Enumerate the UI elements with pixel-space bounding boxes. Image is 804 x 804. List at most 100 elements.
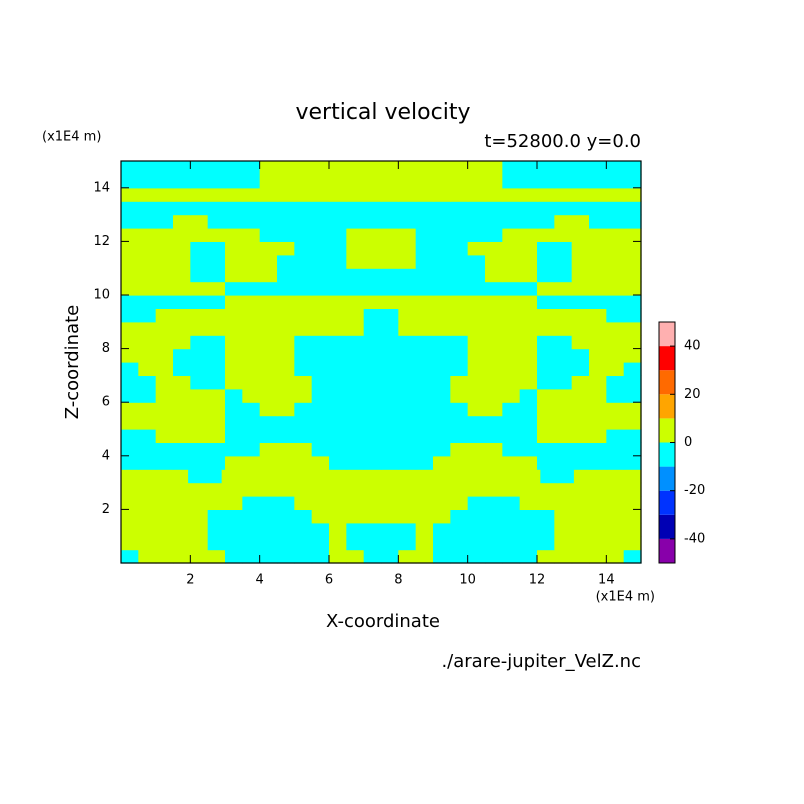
contour-cell: [537, 174, 555, 189]
contour-cell: [277, 228, 295, 242]
contour-cell: [606, 536, 625, 551]
contour-cell: [121, 241, 139, 256]
contour-cell: [537, 201, 555, 216]
contour-cell: [450, 201, 469, 216]
contour-cell: [190, 281, 209, 296]
contour-cell: [173, 415, 191, 430]
contour-cell: [155, 402, 174, 417]
contour-cell: [589, 455, 607, 470]
colorbar-band: [659, 490, 675, 515]
contour-cell: [363, 429, 382, 443]
contour-cell: [502, 496, 521, 510]
contour-cell: [589, 241, 607, 256]
contour-cell: [225, 536, 243, 551]
contour-cell: [606, 455, 625, 470]
contour-cell: [554, 362, 573, 376]
contour-cell: [606, 308, 625, 323]
contour-cell: [363, 496, 382, 510]
x-tick-label: 4: [256, 573, 264, 588]
contour-cell: [277, 442, 295, 457]
contour-cell: [554, 321, 573, 336]
contour-cell: [485, 549, 503, 564]
contour-cell: [623, 321, 642, 336]
contour-cell: [485, 442, 503, 457]
contour-cell: [311, 522, 330, 537]
contour-cell: [415, 402, 434, 417]
contour-cell: [623, 496, 642, 510]
contour-cell: [173, 388, 191, 403]
contour-cell: [607, 469, 625, 484]
contour-cell: [346, 522, 365, 537]
contour-cell: [173, 295, 191, 309]
contour-cell: [433, 187, 451, 202]
contour-cell: [207, 522, 226, 537]
contour-cell: [537, 295, 555, 309]
contour-cell: [589, 375, 607, 390]
contour-cell: [346, 174, 365, 189]
contour-cell: [433, 174, 451, 189]
contour-cell: [259, 308, 278, 323]
contour-cell: [381, 482, 399, 497]
contour-cell: [311, 388, 330, 403]
contour-cell: [467, 281, 486, 296]
contour-cell: [554, 455, 573, 470]
colorbar-band: [659, 322, 675, 347]
colorbar-tick-label: 0: [684, 435, 692, 450]
contour-cell: [242, 308, 261, 323]
contour-cell: [485, 388, 503, 403]
contour-cell: [277, 241, 295, 256]
contour-cell: [155, 174, 174, 189]
contour-cell: [554, 442, 573, 457]
contour-cell: [467, 308, 486, 323]
contour-cell: [121, 482, 139, 497]
contour-cell: [415, 281, 434, 296]
contour-cell: [242, 455, 261, 470]
contour-cell: [537, 522, 555, 537]
contour-cell: [242, 388, 261, 403]
contour-cell: [225, 362, 243, 376]
contour-cell: [381, 187, 399, 202]
contour-cell: [121, 522, 139, 537]
contour-cell: [502, 536, 521, 551]
contour-cell: [346, 362, 365, 376]
contour-cell: [363, 241, 382, 256]
contour-cell: [415, 228, 434, 242]
contour-cell: [398, 214, 417, 229]
contour-cell: [571, 442, 590, 457]
contour-cell: [346, 388, 365, 403]
contour-cell: [623, 161, 642, 175]
contour-cell: [537, 375, 555, 390]
contour-cell: [329, 228, 347, 242]
contour-cell: [502, 321, 521, 336]
contour-cell: [225, 522, 243, 537]
contour-cell: [121, 536, 139, 551]
contour-cell: [433, 509, 451, 524]
contour-cell: [502, 187, 521, 202]
contour-cell: [381, 442, 399, 457]
contour-cell: [606, 214, 625, 229]
contour-cell: [519, 536, 538, 551]
contour-cell: [207, 362, 226, 376]
contour-cell: [242, 281, 261, 296]
contour-cell: [571, 254, 590, 269]
contour-cell: [207, 482, 226, 497]
contour-cell: [322, 469, 340, 484]
contour-cell: [606, 241, 625, 256]
contour-cell: [623, 536, 642, 551]
contour-cell: [502, 161, 521, 175]
contour-cell: [467, 187, 486, 202]
contour-cell: [606, 228, 625, 242]
contour-cell: [311, 402, 330, 417]
contour-cell: [329, 536, 347, 551]
contour-cell: [311, 509, 330, 524]
contour-cell: [589, 536, 607, 551]
contour-cell: [277, 295, 295, 309]
contour-cell: [138, 415, 157, 430]
contour-cell: [554, 388, 573, 403]
contour-cell: [554, 522, 573, 537]
contour-cell: [311, 415, 330, 430]
contour-cell: [623, 375, 642, 390]
contour-cell: [590, 469, 609, 484]
contour-cell: [467, 455, 486, 470]
contour-cell: [571, 429, 590, 443]
